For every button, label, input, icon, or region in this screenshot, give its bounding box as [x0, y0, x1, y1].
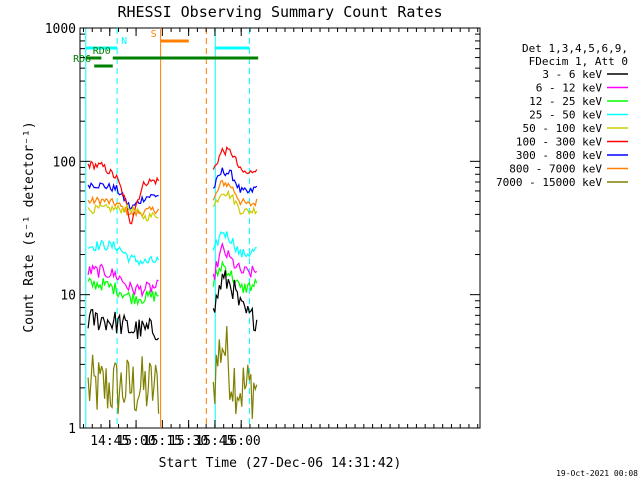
x-tick-label: 15:45: [195, 434, 234, 449]
chart-title: RHESSI Observing Summary Count Rates: [117, 3, 442, 21]
series-line: [212, 189, 258, 216]
x-tick-label: 15:30: [169, 434, 208, 449]
series-7000-15000-kev: [87, 325, 258, 419]
y-axis-label: Count Rate (s⁻¹ detector⁻¹): [22, 121, 37, 332]
legend-entry-label: 300 - 800 keV: [516, 149, 602, 162]
legend-header-line: FDecim 1, Att 0: [529, 55, 628, 68]
legend-entry-label: 3 - 6 keV: [542, 68, 602, 81]
series-3-6-kev: [87, 270, 258, 341]
series-50-100-kev: [87, 189, 258, 222]
series-layer: [87, 145, 258, 419]
flag-label-n: N: [121, 36, 127, 47]
x-tick-label: 15:15: [143, 434, 182, 449]
legend-entry-label: 6 - 12 keV: [536, 82, 603, 95]
legend-entry-label: 100 - 300 keV: [516, 136, 602, 149]
series-line: [87, 160, 160, 225]
series-line: [212, 230, 257, 258]
vertical-markers: [85, 28, 250, 428]
legend-entry-label: 12 - 25 keV: [529, 95, 602, 108]
series-line: [212, 325, 258, 419]
series-300-800-kev: [87, 167, 258, 211]
series-line: [87, 202, 159, 222]
series-line: [87, 354, 160, 414]
series-line: [87, 239, 160, 267]
footer-date: 19-Oct-2021 00:08: [556, 469, 638, 478]
plot-area-frame: [79, 27, 481, 429]
x-tick-label: 15:00: [116, 434, 155, 449]
x-tick-label: 16:00: [222, 434, 261, 449]
y-tick-label: 10: [60, 289, 76, 304]
legend-header-line: Det 1,3,4,5,6,9,: [522, 42, 628, 55]
plot-frame: [79, 27, 481, 429]
x-tick-label: 14:45: [90, 434, 129, 449]
legend-entry-label: 800 - 7000 keV: [509, 163, 602, 176]
legend-entry-label: 7000 - 15000 keV: [496, 176, 602, 189]
legend-entry-label: 50 - 100 keV: [523, 122, 603, 135]
flag-label-rd0: RD0: [93, 46, 111, 57]
series-line: [212, 167, 258, 194]
series-line: [87, 277, 159, 307]
series-line: [212, 241, 258, 280]
series-line: [212, 145, 258, 175]
y-tick-label: 100: [53, 155, 76, 170]
legend-entry-label: 25 - 50 keV: [529, 109, 602, 122]
series-100-300-kev: [87, 145, 258, 225]
series-25-50-kev: [87, 230, 257, 267]
y-tick-label: 1000: [45, 22, 76, 37]
y-tick-label: 1: [68, 422, 76, 437]
series-line: [212, 270, 258, 332]
flag-label-rd6: RD6: [73, 54, 91, 65]
series-line: [212, 179, 258, 207]
series-line: [87, 181, 159, 211]
x-axis-label: Start Time (27-Dec-06 14:31:42): [159, 456, 402, 471]
legend: Det 1,3,4,5,6,9,FDecim 1, Att 03 - 6 keV…: [496, 42, 628, 189]
series-line: [87, 308, 160, 341]
series-line: [87, 263, 159, 299]
flag-label-s: S: [151, 29, 157, 40]
series-6-12-kev: [87, 241, 258, 299]
